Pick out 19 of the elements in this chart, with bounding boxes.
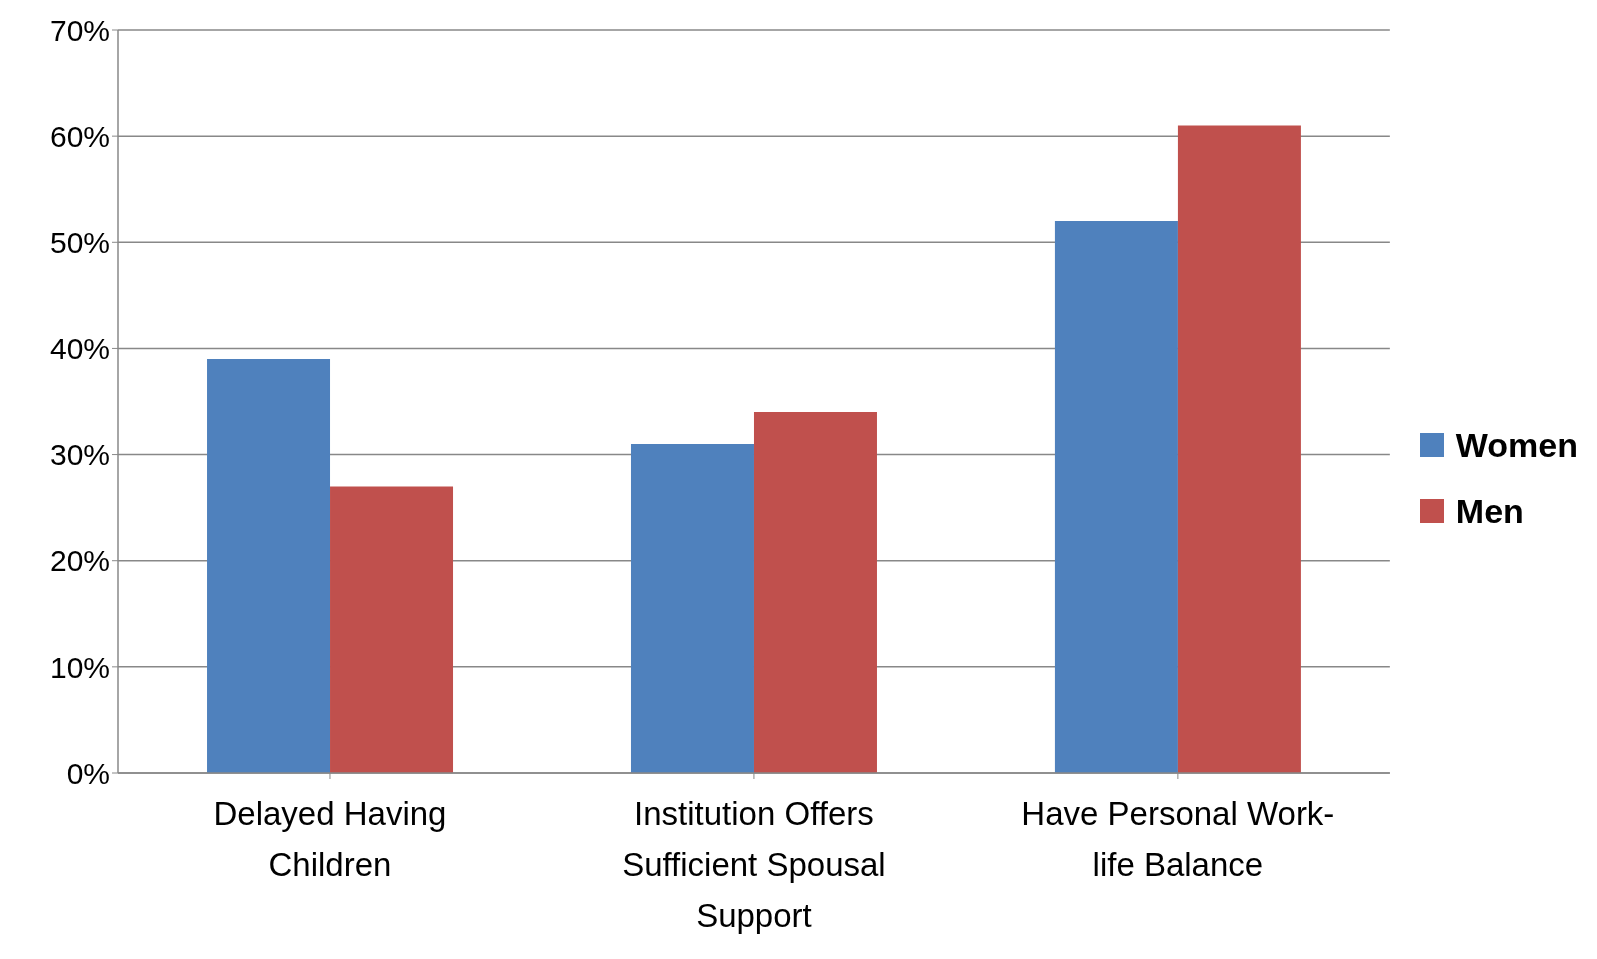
y-tick-label: 30%	[49, 438, 110, 472]
y-tick-label: 20%	[49, 544, 110, 578]
bar	[330, 486, 454, 773]
x-tick-label: Institution Offers Sufficient Spousal Support	[622, 795, 886, 934]
bar	[1177, 125, 1301, 773]
y-tick-label: 10%	[49, 650, 110, 684]
bar	[1054, 221, 1178, 773]
legend-label: Women	[1455, 425, 1578, 465]
x-tick-label: Delayed Having Children	[213, 795, 447, 883]
bar	[753, 412, 877, 773]
y-tick-label: 60%	[49, 119, 110, 153]
legend-label: Men	[1455, 491, 1524, 531]
bar	[207, 359, 331, 773]
y-tick-label: 40%	[49, 332, 110, 366]
y-tick-label: 70%	[49, 13, 110, 47]
bar	[630, 443, 754, 773]
y-tick-label: 50%	[49, 225, 110, 259]
y-tick-label: 0%	[66, 756, 110, 790]
x-tick-label: Have Personal Work-life Balance	[1021, 795, 1335, 883]
